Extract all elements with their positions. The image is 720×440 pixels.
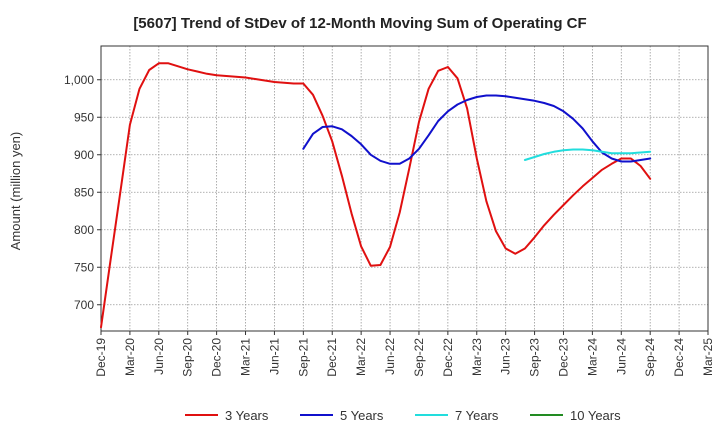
x-tick-label: Dec-21 [325,338,339,377]
legend-label-4: 10 Years [570,408,621,423]
x-tick-label: Dec-23 [556,338,570,377]
legend-label-1: 3 Years [225,408,269,423]
y-tick-label: 1,000 [64,73,94,87]
x-tick-label: Dec-22 [441,338,455,377]
x-tick-label: Mar-23 [470,338,484,376]
chart-title: [5607] Trend of StDev of 12-Month Moving… [133,15,586,32]
x-tick-label: Mar-25 [701,338,715,376]
x-tick-label: Jun-21 [267,338,281,375]
legend: 3 Years 5 Years 7 Years 10 Years [185,408,621,423]
y-axis-label: Amount (million yen) [8,132,23,251]
x-tick-label: Sep-21 [296,338,310,377]
series-line-3 [523,148,652,161]
series-line-2 [302,94,652,165]
x-tick-label: Dec-19 [94,338,108,377]
x-tick-label: Sep-23 [528,338,542,377]
x-tick-label: Jun-23 [499,338,513,375]
legend-label-2: 5 Years [340,408,384,423]
y-tick-label: 750 [74,260,94,274]
series-line-1 [100,62,652,329]
plot-area: 700 750 800 850 900 950 1,000 Dec-19 Mar-20 Jun-2… [64,45,715,377]
legend-label-3: 7 Years [455,408,499,423]
y-tick-label: 800 [74,223,94,237]
x-tick-label: Jun-20 [152,338,166,375]
x-tick-label: Mar-24 [585,338,599,376]
x-tick-label: Sep-24 [643,338,657,377]
x-tick-label: Jun-24 [614,338,628,375]
y-tick-label: 700 [74,298,94,312]
x-tick-label: Mar-22 [354,338,368,376]
plot-frame [100,45,709,332]
y-tick-label: 950 [74,110,94,124]
x-tick-label: Jun-22 [383,338,397,375]
x-tick-label: Sep-22 [412,338,426,377]
y-tick-label: 850 [74,185,94,199]
x-tick-label: Dec-24 [672,338,686,377]
x-tick-label: Sep-20 [181,338,195,377]
x-tick-label: Mar-20 [123,338,137,376]
y-tick-label: 900 [74,148,94,162]
x-tick-label: Mar-21 [239,338,253,376]
x-tick-label: Dec-20 [210,338,224,377]
